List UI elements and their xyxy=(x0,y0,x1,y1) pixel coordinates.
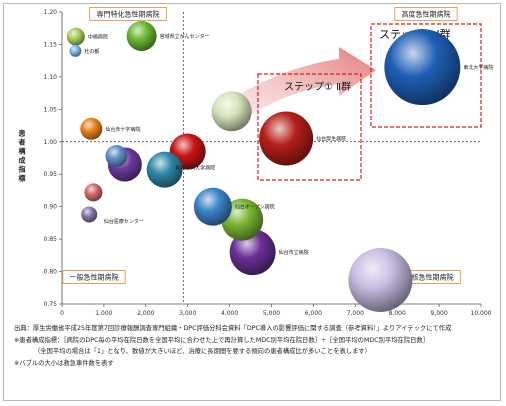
y-tick-label: 0.95 xyxy=(44,171,58,178)
notes: 出典：厚生労働省平成25年度第7回診療報酬調査専門組織・DPC評価分科会資料「D… xyxy=(14,323,500,369)
bubble-label: 中嶋病院 xyxy=(88,34,108,41)
bubble-label: 宮城県立がんセンター xyxy=(160,33,210,40)
x-tick-label: 3,000 xyxy=(179,310,196,317)
bubble-point xyxy=(146,151,183,188)
x-tick-label: 6,000 xyxy=(305,310,322,317)
bubble-label: 仙台オープン病院 xyxy=(235,204,275,211)
x-tick-label: 8,000 xyxy=(389,310,406,317)
group-box-step1 xyxy=(257,73,362,181)
x-tick-label: 9,000 xyxy=(431,310,448,317)
bubble-chart: 0 1,000 2,000 3,000 4,000 5,000 6,000 7,000 8,00… xyxy=(18,7,493,320)
figure-frame: 0 1,000 2,000 3,000 4,000 5,000 6,000 7,000 8,00… xyxy=(3,3,501,401)
y-tick-label: 0.85 xyxy=(44,236,58,243)
bubble-label: 仙台赤十字病院 xyxy=(105,126,140,133)
bubble-label: 仙台医療センター xyxy=(104,218,144,225)
quadrant-label-top-right: 高度急性期病院 xyxy=(402,10,451,19)
note-bubble-size: ※バブルの大小は救急車件数を表す xyxy=(14,359,114,367)
quadrant-label-top-right-box xyxy=(394,7,458,21)
bubble-point xyxy=(126,21,157,52)
group-label-step1: ステップ① Ⅱ群 xyxy=(284,80,351,93)
bubble-label: 杜の都 xyxy=(84,48,99,55)
x-tick-label: 0 xyxy=(60,310,64,317)
bubble-point xyxy=(384,29,461,106)
bubble-point xyxy=(259,111,314,166)
bubble-label: 東北大学病院 xyxy=(463,64,493,71)
bubble-point xyxy=(348,247,413,312)
note-patient-index: ※患者構成指標：［病院のDPC毎の平均在院日数を全国平均に合わせた上で再計算した… xyxy=(14,336,430,344)
y-tick-label: 1.05 xyxy=(44,106,58,113)
quadrant-label-top-left-box xyxy=(89,7,167,21)
note-patient-index-detail: （全国平均の場合は「1」となり、数値が大きいほど、治療に長期間を要する傾向の患者… xyxy=(34,348,371,356)
y-tick-label: 1.15 xyxy=(44,41,58,48)
y-tick-label: 1.20 xyxy=(44,9,58,16)
bubble-point xyxy=(81,206,98,223)
x-tick-label: 1,000 xyxy=(95,310,112,317)
bubble-point xyxy=(193,187,232,226)
y-axis-label: 患者構成指標 xyxy=(18,129,26,183)
x-axis-label: 手術件数 xyxy=(258,319,287,320)
quadrant-label-bottom-left-box xyxy=(62,270,126,284)
quadrant-label-bottom-left: 一般急性期病院 xyxy=(70,273,119,282)
y-tick-label: 0.80 xyxy=(44,269,58,276)
x-tick-label: 10,000 xyxy=(471,310,492,317)
x-tick-label: 2,000 xyxy=(137,310,154,317)
bubble-label: 仙台厚生病院 xyxy=(316,136,346,143)
y-tick-label: 1.00 xyxy=(44,139,58,146)
quadrant-label-bottom-right: 地域中核急性期病院 xyxy=(391,273,454,282)
bubble-point xyxy=(211,91,252,132)
group-box-step2 xyxy=(370,23,482,128)
x-tick-label: 7,000 xyxy=(347,310,364,317)
quadrant-label-top-left: 専門特化急性期病院 xyxy=(97,10,160,19)
bubble-label: 仙台市立病院 xyxy=(279,249,309,256)
x-tick-label: 5,000 xyxy=(263,310,280,317)
bubble-point xyxy=(105,145,128,168)
y-tick-label: 1.10 xyxy=(44,74,58,81)
bubble-point xyxy=(66,27,85,46)
y-tick-label: 0.90 xyxy=(44,204,58,211)
y-tick-label: 0.75 xyxy=(44,301,58,308)
bubble-label: 東北薬科大学病院 xyxy=(175,165,215,172)
bubble-point xyxy=(80,117,103,140)
bubble-point xyxy=(69,44,82,57)
source-note: 出典：厚生労働省平成25年度第7回診療報酬調査専門組織・DPC評価分科会資料「D… xyxy=(14,325,452,332)
x-tick-label: 4,000 xyxy=(221,310,238,317)
bubble-point xyxy=(84,183,103,202)
